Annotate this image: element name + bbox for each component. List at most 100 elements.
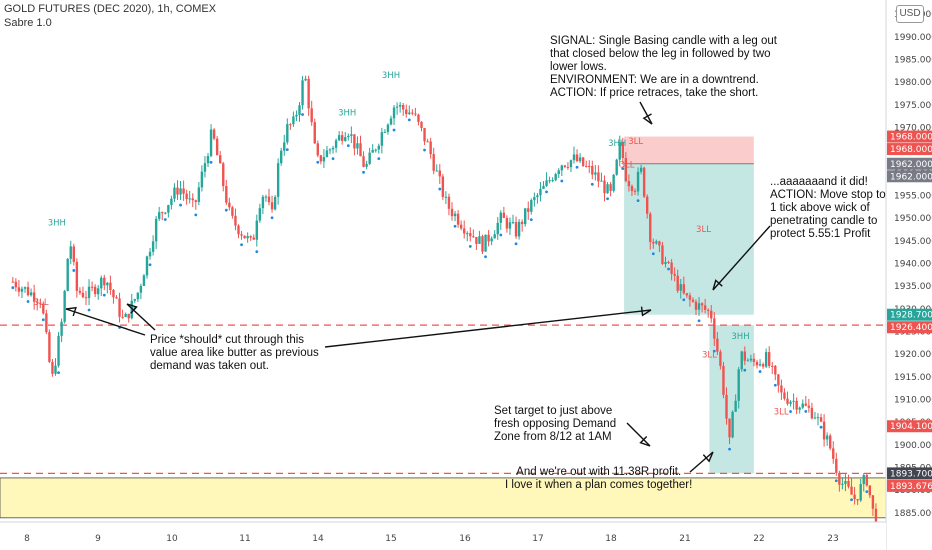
- candle-body: [173, 187, 176, 199]
- candle-body: [380, 132, 384, 146]
- arrow-price-mid-head: [126, 303, 138, 314]
- signal-dot: [41, 318, 45, 322]
- candle-body: [81, 292, 85, 298]
- marker-label-8: 3LL: [702, 350, 717, 360]
- candle-body: [594, 172, 597, 175]
- signal-dot: [484, 255, 487, 259]
- candle-body: [252, 237, 255, 240]
- candle-body: [295, 114, 298, 117]
- candle-body: [356, 143, 359, 149]
- candle-body: [170, 198, 173, 206]
- candle-body: [319, 155, 323, 162]
- signal-dot: [468, 245, 472, 248]
- candle-body: [719, 351, 722, 366]
- signal-dot: [346, 144, 350, 148]
- candle-body: [145, 256, 149, 276]
- candle-body: [194, 200, 197, 202]
- candle-body: [249, 236, 252, 238]
- candle-body: [185, 193, 188, 200]
- signal-dot: [163, 218, 167, 221]
- candle-body: [203, 163, 207, 172]
- candle-body: [469, 233, 472, 237]
- candle-body: [524, 208, 527, 225]
- x-tick-label-3: 11: [239, 534, 250, 544]
- candle-body: [130, 300, 133, 319]
- signal-annotation: SIGNAL: Single Basing candle with a leg …: [550, 35, 777, 99]
- signal-dot: [209, 160, 213, 164]
- candle-body: [639, 167, 643, 172]
- candle-body: [222, 163, 225, 187]
- candle-body: [127, 313, 130, 319]
- candle-body: [84, 297, 88, 299]
- candle-body: [810, 407, 814, 419]
- candle-body: [432, 154, 435, 171]
- candle-body: [755, 361, 759, 366]
- candle-body: [347, 135, 350, 138]
- marker-label-9: 3HH: [731, 332, 749, 342]
- price-tag-0: [887, 130, 932, 143]
- signal-dot: [743, 368, 747, 372]
- candle-body: [17, 287, 21, 292]
- candle-body: [832, 448, 835, 459]
- candle-body: [402, 105, 405, 110]
- signal-dot: [423, 148, 426, 152]
- candle-body: [158, 212, 161, 219]
- candle-body: [673, 273, 676, 276]
- candle-body: [661, 245, 664, 264]
- price-tag-6: [887, 420, 932, 433]
- candle-body: [206, 156, 210, 164]
- candle-body: [569, 160, 573, 168]
- candle-body: [487, 234, 490, 242]
- y-tick-label-7: 1915.0000: [894, 373, 932, 383]
- y-tick-label-19: 1975.0000: [894, 101, 932, 111]
- candle-body: [179, 188, 182, 195]
- candle-body: [234, 215, 237, 226]
- x-tick-label-1: 9: [95, 534, 101, 544]
- candle-body: [36, 301, 39, 303]
- arrow-price-right-shaft: [324, 309, 652, 348]
- signal-dot: [560, 179, 564, 183]
- candle-body: [286, 124, 289, 143]
- candle-body: [389, 118, 393, 125]
- candle-body: [716, 338, 719, 352]
- candle-body: [472, 236, 475, 238]
- marker-label-1: 3HH: [48, 218, 66, 228]
- arrow-target-shaft: [626, 422, 651, 447]
- x-tick-label-7: 17: [532, 534, 543, 544]
- y-tick-label-21: 1985.0000: [894, 55, 932, 65]
- price-tag-7: [887, 467, 932, 480]
- candle-body: [819, 417, 823, 422]
- candle-body: [200, 171, 204, 188]
- candle-body: [261, 196, 265, 209]
- x-tick-label-10: 22: [753, 534, 764, 544]
- candle-body: [859, 484, 862, 501]
- candle-body: [365, 163, 368, 167]
- price-tag-2: [887, 157, 932, 170]
- currency-button[interactable]: USD: [896, 5, 924, 23]
- price-tag-5: [887, 321, 932, 334]
- candle-body: [29, 292, 33, 296]
- candle-body: [527, 208, 530, 212]
- y-tick-label-1: 1885.0000: [894, 509, 932, 519]
- candle-body: [551, 180, 554, 182]
- candle-body: [225, 186, 228, 203]
- marker-label-10: 3LL: [774, 407, 789, 417]
- candle-body: [341, 135, 344, 141]
- candle-body: [722, 365, 725, 395]
- candle-body: [386, 124, 390, 132]
- candle-body: [795, 400, 798, 410]
- y-tick-label-11: 1935.0000: [894, 282, 932, 292]
- candle-body: [228, 202, 231, 208]
- candle-body: [490, 238, 493, 242]
- signal-dot: [438, 187, 442, 191]
- candle-body: [835, 458, 838, 473]
- candle-body: [731, 411, 734, 438]
- stop-loss-zone: [624, 136, 754, 164]
- candle-body: [737, 369, 740, 401]
- candle-body: [313, 122, 316, 144]
- candle-body: [69, 246, 72, 259]
- candle-body: [642, 167, 646, 197]
- candle-body: [316, 143, 319, 156]
- signal-dot: [545, 190, 548, 194]
